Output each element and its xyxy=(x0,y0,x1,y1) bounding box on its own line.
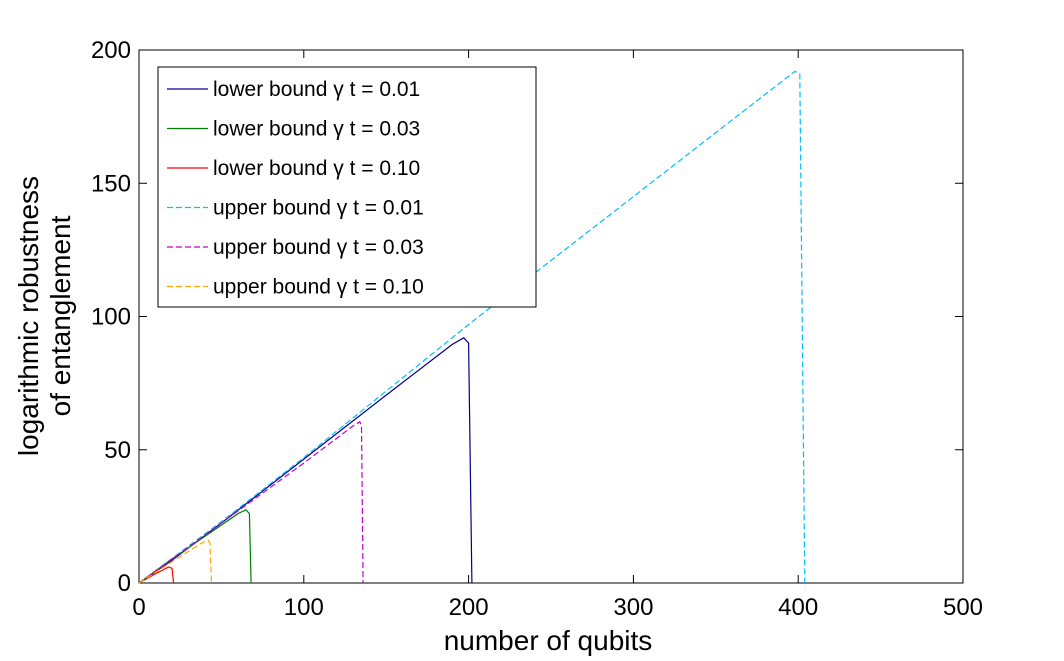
series-line-5 xyxy=(138,420,364,584)
x-tick-label: 200 xyxy=(449,594,489,621)
x-tick-label: 500 xyxy=(943,594,983,621)
series-line-6 xyxy=(138,539,213,584)
x-tick-label: 100 xyxy=(284,594,324,621)
legend-label-1: lower bound γ t = 0.01 xyxy=(213,78,420,101)
legend-label-6: upper bound γ t = 0.10 xyxy=(213,276,424,299)
y-tick-label: 100 xyxy=(91,304,131,331)
legend: lower bound γ t = 0.01 lower bound γ t = … xyxy=(157,66,537,308)
legend-box xyxy=(157,66,537,308)
x-tick-label: 0 xyxy=(132,594,145,621)
legend-label-4: upper bound γ t = 0.01 xyxy=(213,197,424,220)
series-line-4 xyxy=(138,70,806,584)
y-tick-label: 150 xyxy=(91,170,131,197)
axis-ticks: 0 100 200 300 400 500 0 50 100 150 200 xyxy=(91,37,983,621)
y-axis-label: logarithmic robustness xyxy=(13,176,44,456)
y-tick-label: 0 xyxy=(118,570,131,597)
y-tick-label: 200 xyxy=(91,37,131,64)
series-line-3 xyxy=(138,566,175,584)
x-tick-label: 300 xyxy=(613,594,653,621)
x-tick-label: 400 xyxy=(778,594,818,621)
legend-label-3: lower bound γ t = 0.10 xyxy=(213,157,420,180)
legend-label-5: upper bound γ t = 0.03 xyxy=(213,236,424,259)
data-series xyxy=(138,70,806,584)
x-axis-label: number of qubits xyxy=(444,625,653,656)
y-axis-label-line2: of entanglement xyxy=(45,215,76,416)
y-tick-label: 50 xyxy=(104,437,131,464)
legend-label-2: lower bound γ t = 0.03 xyxy=(213,118,420,141)
